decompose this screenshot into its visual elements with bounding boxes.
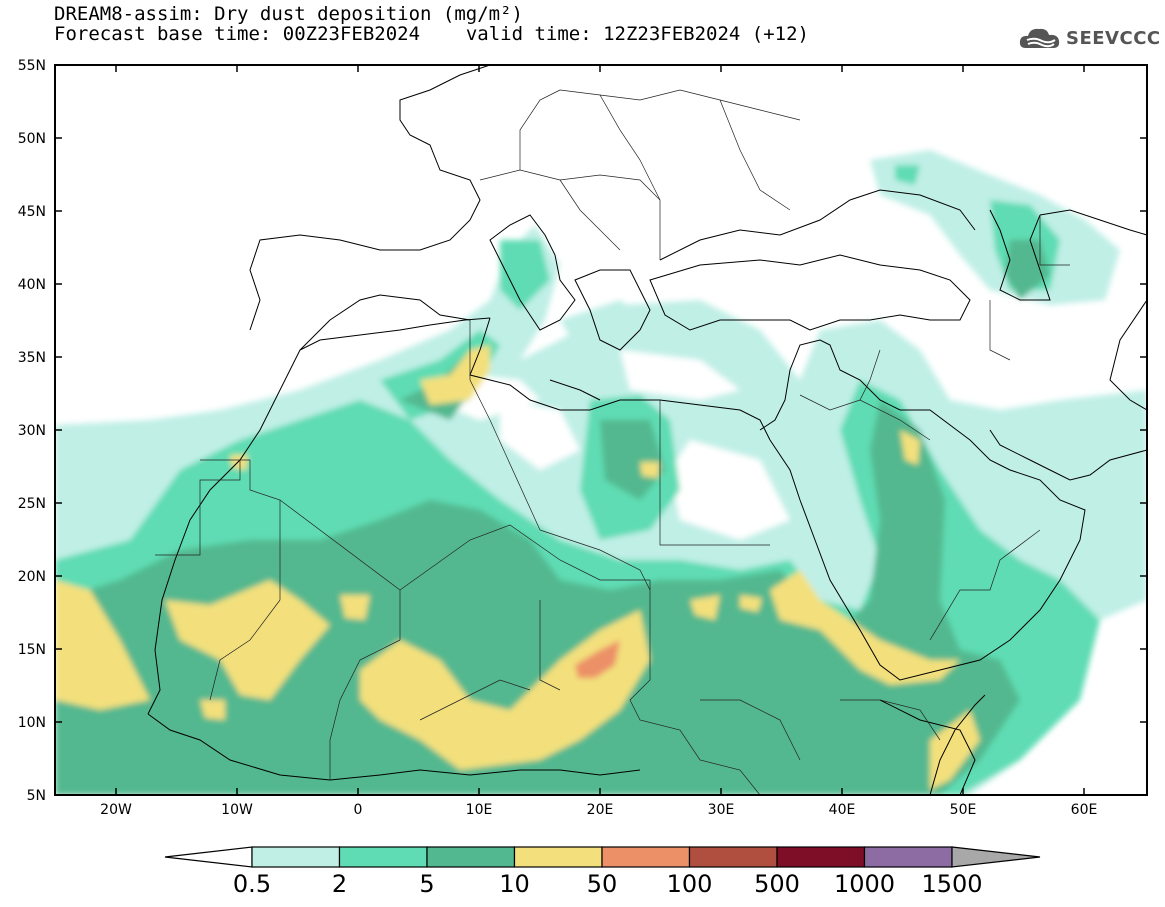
lon-label: 40E [829,802,856,818]
map-title: DREAM8-assim: Dry dust deposition (mg/m²… [54,3,523,25]
lat-label: 45N [18,204,46,220]
lat-label: 25N [18,496,46,512]
colorbar-label: 50 [586,870,618,898]
colorbar-label: 500 [754,870,800,898]
dust-field [55,65,1147,795]
colorbar-label: 5 [419,870,435,898]
colorbar-label: 2 [331,870,348,898]
colorbar-label: 1000 [833,870,896,898]
colorbar-swatch [688,846,778,868]
colorbar-under-arrow [164,846,253,868]
valid-time: valid time: 12Z23FEB2024 (+12) [465,23,809,45]
seevccc-logo: SEEVCCC [1018,24,1161,52]
colorbar-label: 0.5 [232,870,272,898]
logo-text: SEEVCCC [1066,27,1161,49]
lat-label: 40N [18,277,46,293]
lat-label: 15N [18,642,46,658]
lon-label: 20E [587,802,614,818]
longitude-axis [115,65,1085,795]
colorbar-swatch [426,846,516,868]
dust-contour-5 [55,400,1020,795]
cloud-icon [1019,28,1060,48]
lat-label: 30N [18,423,46,439]
lat-label: 35N [18,350,46,366]
lon-label: 10W [221,802,253,818]
colorbar-swatch [513,846,603,868]
colorbar-label: 100 [666,870,713,898]
colorbar-label: 1500 [921,870,983,898]
colorbar-labels: 0.5 2 5 10 50 100 500 1000 1500 [0,870,1165,900]
lon-label: 0 [354,802,363,818]
colorbar-label: 10 [499,870,530,898]
lon-label: 60E [1071,802,1098,818]
dust-contour-50 [575,640,620,678]
colorbar-swatch [601,846,691,868]
forecast-times: Forecast base time: 00Z23FEB2024 valid t… [54,24,809,44]
coastlines [147,65,1147,795]
colorbar-swatch [251,846,341,868]
lon-label: 50E [950,802,977,818]
colorbar-swatch [863,846,953,868]
country-borders [155,89,1070,795]
colorbar [164,846,1041,868]
lon-label: 30E [708,802,735,818]
lat-label: 20N [18,569,46,585]
colorbar-over-arrow [951,846,1041,868]
latitude-labels: 55N 50N 45N 40N 35N 30N 25N 20N 15N 10N … [18,58,46,804]
base-time: Forecast base time: 00Z23FEB2024 [54,23,421,45]
colorbar-swatch [776,846,866,868]
colorbar-swatch [338,846,428,868]
longitude-labels: 20W 10W 0 10E 20E 30E 40E 50E 60E [100,802,1097,818]
lat-label: 50N [18,131,46,147]
lat-label: 55N [18,58,46,74]
latitude-axis [55,64,1147,723]
lon-label: 10E [466,802,493,818]
lat-label: 5N [27,788,46,804]
dust-contour-10 [55,580,150,710]
lon-label: 20W [100,802,132,818]
lat-label: 10N [18,715,46,731]
